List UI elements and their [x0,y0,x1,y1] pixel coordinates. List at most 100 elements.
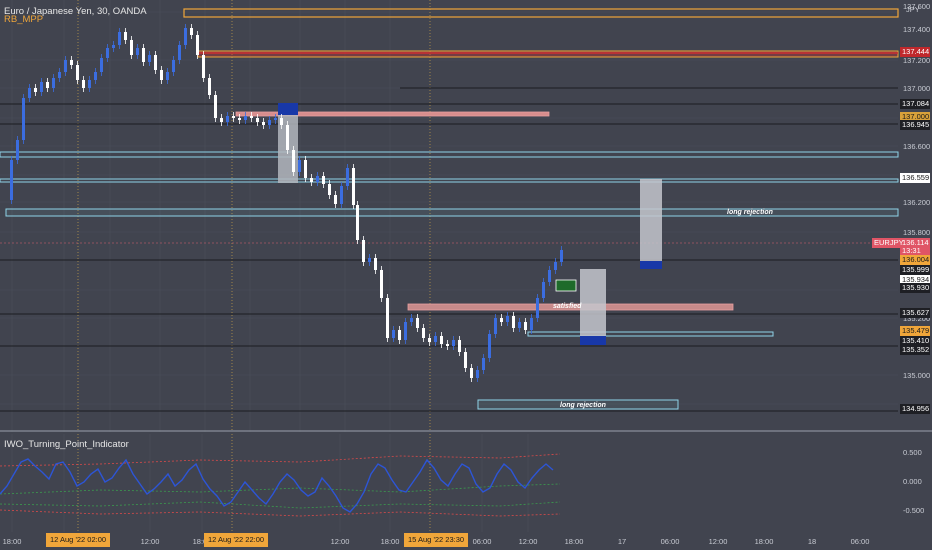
satisfied-label: satisfied [553,303,582,310]
price-tag: 136.114 [900,238,930,248]
time-tick: 18:00 [564,537,584,546]
price-chart[interactable] [0,0,932,432]
oscillator-tick: 0.000 [903,477,922,486]
candle [352,168,355,205]
candle [250,116,253,118]
candle [356,205,359,240]
candle [106,48,109,58]
time-tick: 12:00 [140,537,160,546]
price-tick: 135.000 [903,371,931,380]
price-tick: 137.400 [903,25,931,34]
candle [316,176,319,182]
candle [440,336,443,344]
price-tick: 136.200 [903,198,931,207]
candle [40,82,43,92]
candle [404,322,407,340]
candle [346,168,349,186]
candle [226,116,229,122]
time-tick: 12:00 [330,537,350,546]
oscillator-title[interactable]: IWO_Turning_Point_Indicator [4,439,129,450]
candle [386,298,389,338]
symbol-tag: EURJPY [872,238,904,248]
price-tick: 135.800 [903,228,931,237]
oscillator-background [0,434,932,534]
time-tick: 18:00 [192,537,212,546]
candle [160,70,163,80]
time-tick: 17 [617,537,627,546]
candle [476,370,479,378]
candle [518,322,521,328]
candle [28,88,31,98]
price-tag: 135.479 [900,326,930,336]
lower-band [0,509,561,517]
candle [452,340,455,346]
price-tag: 136.945 [900,120,930,130]
candle [172,60,175,72]
candle [362,240,365,262]
candle [202,55,205,78]
candle [256,118,259,122]
price-tag: 137.084 [900,99,930,109]
order-block [640,261,662,269]
time-highlight: 12 Aug '22 22:00 [204,533,269,547]
price-tag: 136.004 [900,255,930,265]
time-tick: 18:00 [2,537,22,546]
time-tick: 18:00 [754,537,774,546]
long-rejection-label: long rejection [727,209,773,216]
time-tick: 18:00 [380,537,400,546]
candle [268,120,271,125]
candle [434,336,437,342]
supply-zone [197,50,899,58]
candle [208,78,211,95]
candle [82,80,85,88]
candle [22,98,25,140]
demand-zone [527,331,774,337]
candle [500,318,503,322]
long-rejection-zone [5,208,899,217]
time-tick: 06:00 [472,537,492,546]
candle [196,35,199,55]
price-tag: 135.934 [900,275,930,285]
candle [88,80,91,88]
candle [304,160,307,178]
candle [470,368,473,378]
candle [446,344,449,346]
candle [298,160,301,172]
long-rejection-label: long rejection [560,402,606,409]
oscillator-pane[interactable] [0,434,932,534]
indicator-legend[interactable]: RB_MPP [4,14,44,25]
candle [214,95,217,118]
price-tick: 137.600 [903,2,931,11]
price-tag: 136.559 [900,173,930,183]
supply-zone [235,111,550,117]
candle [58,72,61,78]
chart-title[interactable]: Euro / Japanese Yen, 30, OANDA [4,6,147,17]
time-highlight: 15 Aug '22 23:30 [404,533,469,547]
order-block [580,336,606,345]
candle [274,118,277,120]
candle [548,270,551,282]
candle [124,32,127,40]
price-tag: 135.999 [900,265,930,275]
price-tick: 137.000 [903,84,931,93]
candle [554,262,557,270]
candle [178,45,181,60]
candle [238,118,241,120]
price-tag: 137.000 [900,112,930,122]
candle [422,328,425,338]
candle [118,32,121,45]
candle [536,298,539,318]
candle [512,316,515,328]
candle [220,118,223,122]
candle [322,176,325,184]
currency-label: JPY [906,5,920,14]
projection-box [580,269,606,336]
candle [310,178,313,182]
candle [392,330,395,338]
time-highlight: 12 Aug '22 02:00 [46,533,111,547]
candle [244,116,247,120]
supply-zone [183,8,899,18]
candle [130,40,133,55]
long-rejection-zone [477,399,679,410]
